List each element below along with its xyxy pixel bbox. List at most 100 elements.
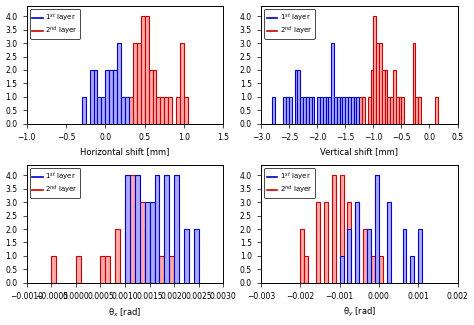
Bar: [184, 97, 188, 124]
Bar: [413, 43, 415, 124]
Bar: [156, 97, 160, 124]
Bar: [115, 229, 120, 283]
Bar: [351, 97, 354, 124]
Bar: [194, 229, 199, 283]
Bar: [345, 97, 348, 124]
Bar: [393, 70, 396, 124]
Bar: [387, 97, 390, 124]
Bar: [174, 176, 179, 283]
Bar: [130, 176, 135, 283]
Bar: [149, 70, 153, 124]
Bar: [298, 70, 301, 124]
X-axis label: θ$_{y}$ [rad]: θ$_{y}$ [rad]: [343, 306, 376, 319]
Bar: [145, 16, 149, 124]
Bar: [402, 229, 406, 283]
Bar: [105, 70, 109, 124]
Bar: [145, 202, 150, 283]
Bar: [324, 202, 328, 283]
Bar: [410, 256, 414, 283]
Bar: [375, 176, 379, 283]
Bar: [135, 202, 140, 283]
Bar: [125, 97, 129, 124]
Bar: [101, 97, 105, 124]
Bar: [150, 202, 155, 283]
Bar: [301, 97, 303, 124]
Bar: [332, 176, 336, 283]
Bar: [303, 97, 306, 124]
Bar: [90, 70, 93, 124]
Bar: [153, 70, 156, 124]
Bar: [337, 97, 339, 124]
Bar: [375, 256, 379, 283]
Legend: 1$^{st}$ layer, 2$^{nd}$ layer: 1$^{st}$ layer, 2$^{nd}$ layer: [30, 168, 80, 198]
Bar: [354, 97, 356, 124]
Bar: [316, 202, 320, 283]
Bar: [401, 97, 404, 124]
Bar: [129, 97, 133, 124]
Bar: [283, 97, 286, 124]
Bar: [371, 256, 375, 283]
Bar: [323, 97, 326, 124]
Bar: [145, 229, 150, 283]
Bar: [93, 70, 98, 124]
Bar: [304, 256, 308, 283]
Bar: [382, 70, 384, 124]
Bar: [289, 97, 292, 124]
Bar: [100, 256, 105, 283]
Bar: [155, 176, 159, 283]
Bar: [295, 70, 298, 124]
Bar: [348, 97, 351, 124]
Bar: [117, 97, 121, 124]
Bar: [356, 202, 359, 283]
Bar: [272, 97, 275, 124]
Bar: [180, 43, 184, 124]
Bar: [399, 97, 401, 124]
Bar: [379, 256, 383, 283]
Bar: [82, 97, 86, 124]
Bar: [121, 97, 125, 124]
Bar: [309, 97, 311, 124]
Bar: [356, 202, 359, 283]
Bar: [328, 97, 331, 124]
Bar: [379, 43, 382, 124]
Bar: [164, 256, 169, 283]
Bar: [159, 256, 164, 283]
Bar: [367, 229, 371, 283]
Bar: [133, 43, 137, 124]
Bar: [125, 176, 130, 283]
Bar: [339, 176, 344, 283]
Bar: [164, 176, 169, 283]
Bar: [169, 256, 174, 283]
Bar: [176, 97, 180, 124]
Bar: [334, 97, 337, 124]
Legend: 1$^{st}$ layer, 2$^{nd}$ layer: 1$^{st}$ layer, 2$^{nd}$ layer: [264, 9, 315, 39]
Bar: [368, 97, 371, 124]
Bar: [317, 97, 320, 124]
Bar: [311, 97, 314, 124]
Bar: [160, 97, 164, 124]
Bar: [320, 97, 323, 124]
Bar: [371, 70, 374, 124]
Bar: [135, 176, 140, 283]
Legend: 1$^{st}$ layer, 2$^{nd}$ layer: 1$^{st}$ layer, 2$^{nd}$ layer: [30, 9, 80, 39]
Bar: [347, 229, 351, 283]
Bar: [98, 97, 101, 124]
Bar: [109, 70, 113, 124]
Bar: [125, 97, 129, 124]
Legend: 1$^{st}$ layer, 2$^{nd}$ layer: 1$^{st}$ layer, 2$^{nd}$ layer: [264, 168, 315, 198]
X-axis label: Vertical shift [mm]: Vertical shift [mm]: [320, 147, 398, 156]
Bar: [339, 97, 342, 124]
X-axis label: θ$_{x}$ [rad]: θ$_{x}$ [rad]: [109, 306, 142, 319]
Bar: [76, 256, 81, 283]
Bar: [137, 43, 141, 124]
Bar: [150, 229, 155, 283]
Bar: [113, 70, 117, 124]
Bar: [390, 97, 393, 124]
Bar: [286, 97, 289, 124]
Bar: [415, 97, 418, 124]
Bar: [141, 16, 145, 124]
Bar: [301, 229, 304, 283]
Bar: [435, 97, 438, 124]
Bar: [339, 256, 344, 283]
Bar: [168, 97, 172, 124]
